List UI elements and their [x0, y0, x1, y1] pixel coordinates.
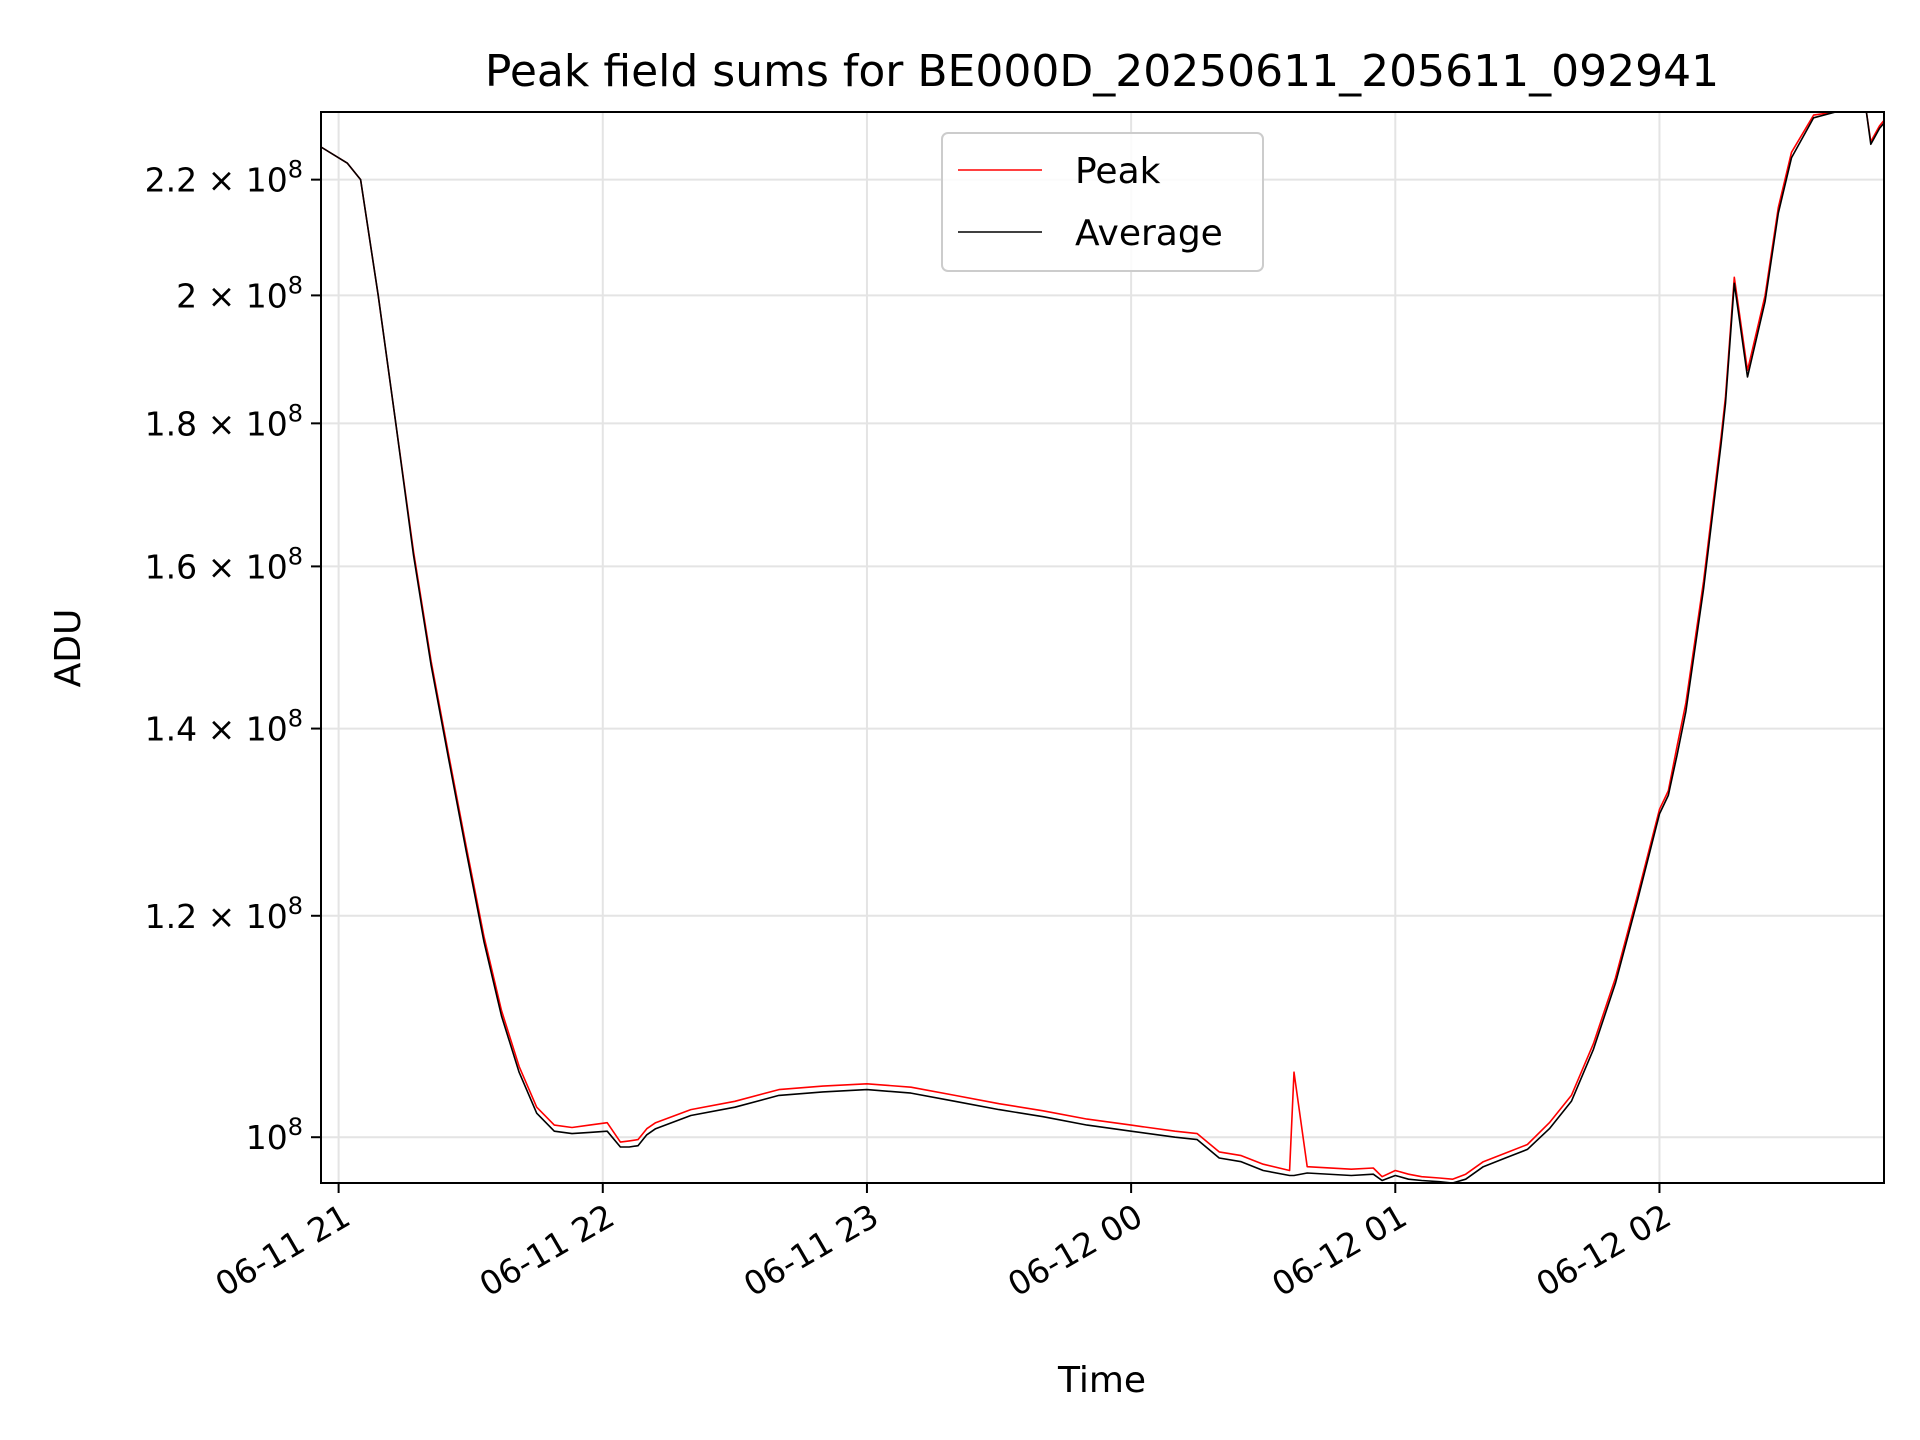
legend-label-average: Average	[1075, 213, 1223, 254]
y-tick-label: 1.6 × 108	[145, 542, 303, 586]
series-layer	[320, 111, 1885, 1184]
plot-frame	[320, 111, 1885, 1184]
y-tick-label: 2 × 108	[176, 271, 303, 315]
y-tick-label: 1.2 × 108	[145, 892, 303, 936]
y-tick-label: 1.8 × 108	[145, 399, 303, 443]
legend-box	[941, 132, 1264, 272]
chart-title: Peak field sums for BE000D_20250611_2056…	[485, 46, 1719, 97]
grid-lines	[321, 112, 1884, 1183]
legend-label-peak: Peak	[1075, 151, 1161, 192]
x-axis-label: Time	[1057, 1360, 1146, 1401]
y-tick-label: 2.2 × 108	[145, 156, 303, 200]
y-tick-label: 1.4 × 108	[145, 705, 303, 749]
y-axis-label: ADU	[48, 609, 89, 688]
legend: Peak Average	[941, 132, 1264, 272]
series-line-average	[320, 111, 1885, 1184]
y-tick-label: 108	[246, 1113, 303, 1157]
